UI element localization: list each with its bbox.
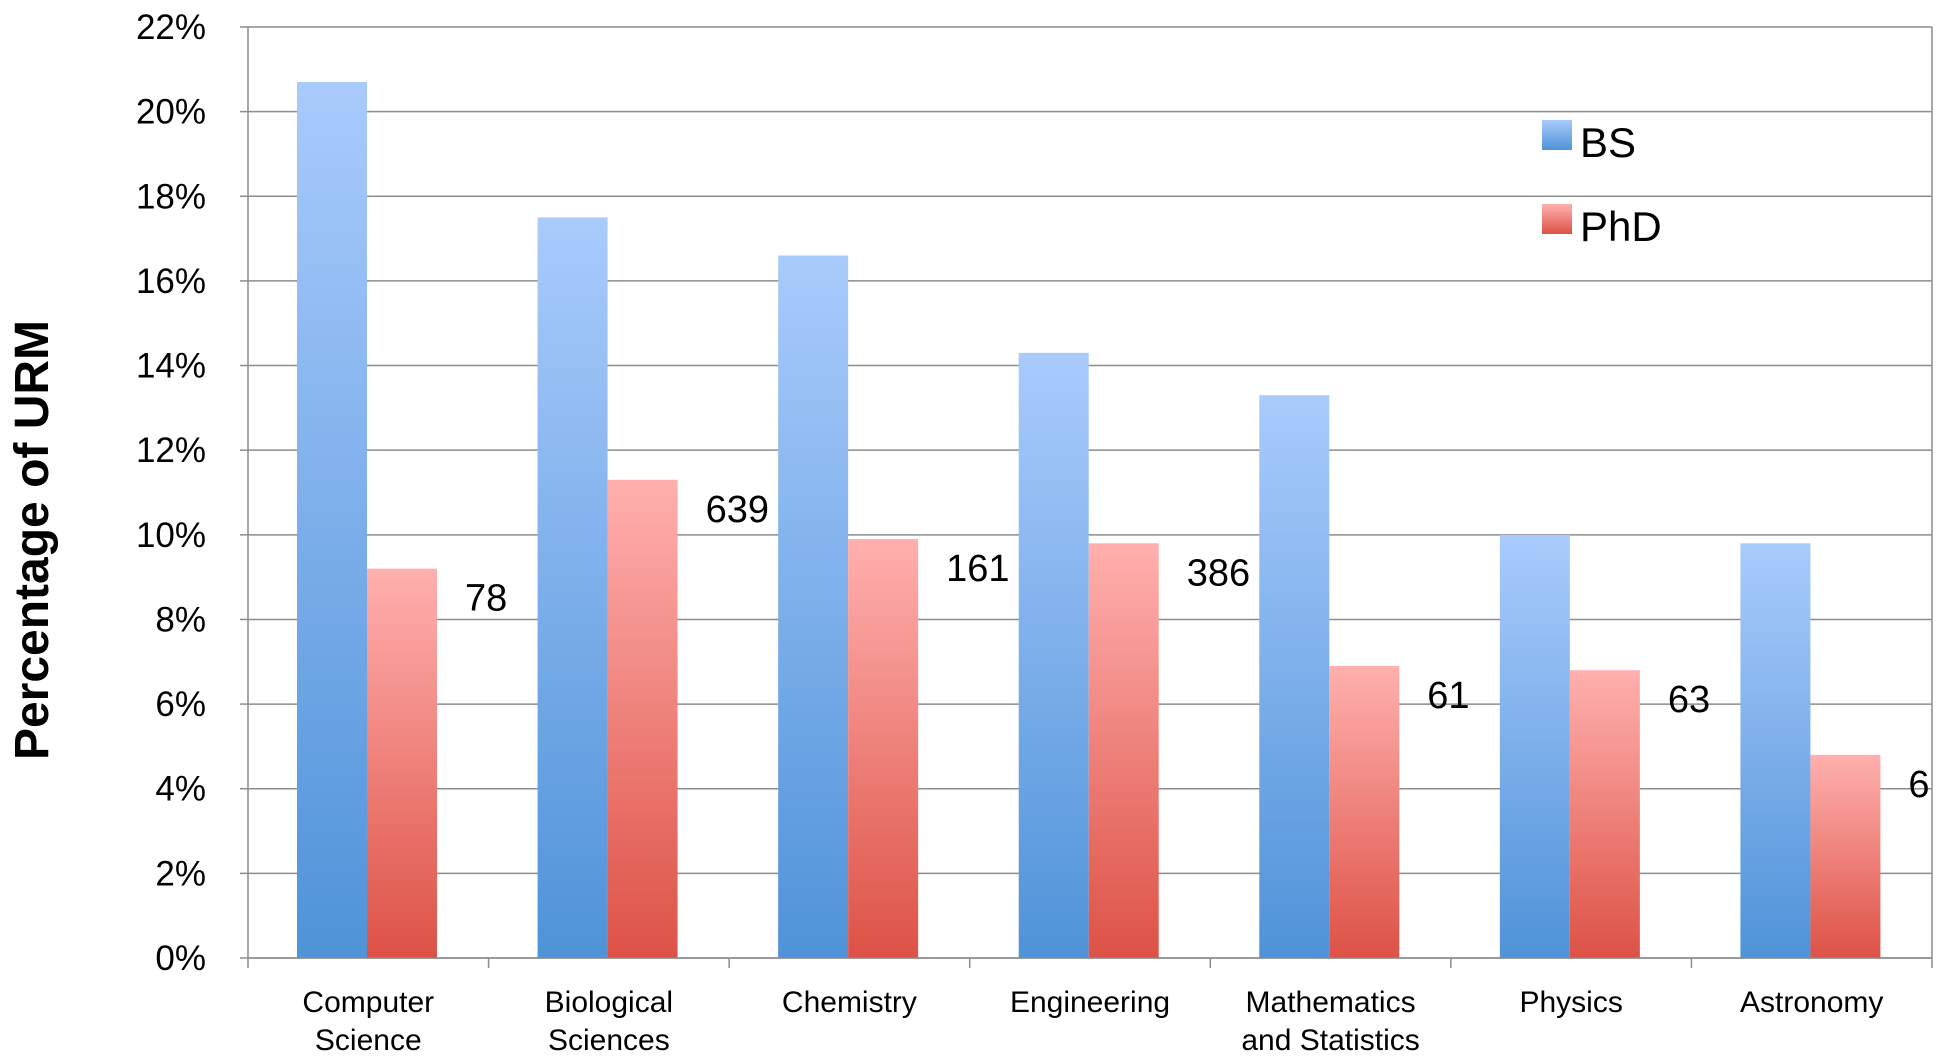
x-tick-label: Biological Sciences <box>545 986 673 1057</box>
y-tick-labels: 0% 2% 4% 6% 8% 10% 12% 14% 16% 18% 20% 22% <box>136 8 248 978</box>
bar-bs <box>1018 352 1089 959</box>
x-tick-label: Physics <box>1519 986 1622 1019</box>
y-tick-label: 0% <box>155 939 206 978</box>
phd-count-label: 78 <box>465 578 507 620</box>
y-tick-label: 18% <box>136 177 206 216</box>
bar-bs <box>297 82 367 959</box>
bar-bs <box>1259 395 1330 958</box>
data-labels: 78 639 161 386 61 63 6 <box>465 489 1930 806</box>
x-tick-label: Computer Science <box>302 986 434 1057</box>
bar-bs <box>1740 543 1811 958</box>
y-tick-label: 20% <box>136 93 206 132</box>
legend-swatch-phd <box>1542 204 1572 234</box>
x-tick-label: Chemistry <box>782 986 917 1019</box>
y-tick-label: 14% <box>136 347 206 386</box>
legend-label-bs: BS <box>1580 119 1636 166</box>
legend: BS PhD <box>1542 119 1662 250</box>
x-tick-labels: Computer Science Biological Sciences Chemist… <box>302 986 1883 1057</box>
y-tick-label: 10% <box>136 516 206 555</box>
phd-count-label: 386 <box>1187 552 1250 594</box>
bar-bs <box>778 255 849 958</box>
phd-count-label: 161 <box>946 548 1009 590</box>
y-tick-label: 2% <box>155 854 206 893</box>
bar-bs <box>537 217 608 958</box>
bar-phd <box>1329 666 1400 958</box>
legend-label-phd: PhD <box>1580 203 1662 250</box>
bars <box>297 82 1881 959</box>
y-tick-label: 12% <box>136 431 206 470</box>
phd-count-label: 639 <box>706 489 769 531</box>
phd-count-label: 63 <box>1668 679 1710 721</box>
x-tick-label: Mathematics and Statistics <box>1241 986 1419 1057</box>
bar-phd <box>1569 670 1640 958</box>
legend-swatch-bs <box>1542 120 1572 150</box>
y-tick-label: 16% <box>136 262 206 301</box>
phd-count-label: 6 <box>1908 764 1929 806</box>
axes <box>247 27 1933 968</box>
bar-phd <box>1088 543 1159 958</box>
y-tick-label: 4% <box>155 770 206 809</box>
x-tick-label: Engineering <box>1010 986 1170 1019</box>
bar-phd <box>848 539 919 958</box>
y-tick-label: 22% <box>136 8 206 47</box>
y-tick-label: 8% <box>155 600 206 639</box>
y-axis-label: Percentage of URM <box>6 320 59 760</box>
y-tick-label: 6% <box>155 685 206 724</box>
phd-count-label: 61 <box>1427 675 1469 717</box>
bar-phd <box>607 479 678 958</box>
x-tick-label: Astronomy <box>1740 986 1883 1019</box>
bar-bs <box>1499 534 1570 958</box>
bar-phd <box>367 568 437 958</box>
bar-phd <box>1810 754 1881 958</box>
